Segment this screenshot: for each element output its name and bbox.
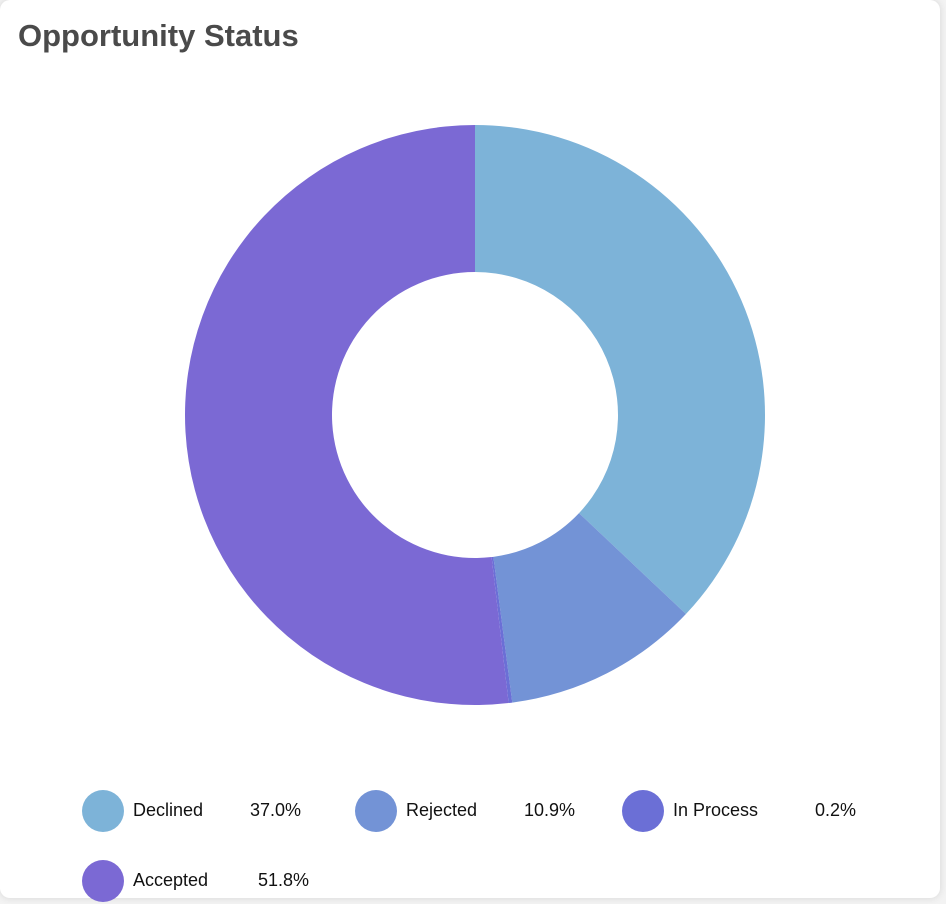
- legend-value: 0.2%: [815, 800, 856, 820]
- slice: [475, 125, 766, 615]
- legend-swatch: [355, 790, 397, 832]
- legend-swatch: [82, 790, 124, 832]
- legend-swatch: [622, 790, 664, 832]
- slice: [493, 513, 686, 703]
- slice: [491, 556, 513, 704]
- legend-value: 37.0%: [250, 800, 301, 820]
- legend-swatch: [82, 860, 124, 902]
- chart-title: Opportunity Status: [18, 18, 299, 53]
- legend-value: 10.9%: [524, 800, 575, 820]
- legend-label: Rejected: [406, 800, 477, 820]
- slice: [184, 125, 509, 706]
- legend-label: In Process: [673, 800, 758, 820]
- legend-value: 51.8%: [258, 870, 309, 890]
- legend-label: Accepted: [133, 870, 208, 890]
- legend-label: Declined: [133, 800, 203, 820]
